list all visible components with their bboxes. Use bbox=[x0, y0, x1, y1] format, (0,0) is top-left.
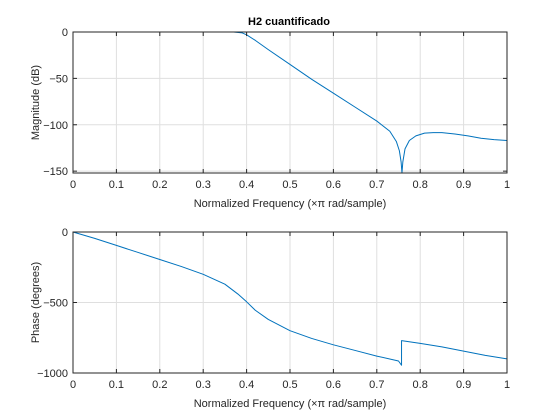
phase-axes: 0 0.1 0.2 0.3 0.4 0.5 0.6 0.7 0.8 0.9 1 0 −500 −1000 N… bbox=[30, 227, 510, 410]
magnitude-x-tick-label: 0.1 bbox=[109, 179, 124, 191]
magnitude-x-tick-label: 0.6 bbox=[326, 179, 341, 191]
magnitude-x-tick-label: 0.2 bbox=[152, 179, 167, 191]
phase-x-tick-label: 1 bbox=[504, 379, 510, 391]
phase-x-tick-label: 0.7 bbox=[369, 379, 384, 391]
phase-x-tick-label: 0.5 bbox=[282, 379, 297, 391]
magnitude-x-tick-label: 1 bbox=[504, 179, 510, 191]
phase-y-tick-label: −500 bbox=[43, 298, 68, 310]
magnitude-x-tick-label: 0.8 bbox=[413, 179, 428, 191]
phase-x-tick-label: 0.2 bbox=[152, 379, 167, 391]
magnitude-y-tick-label: 0 bbox=[62, 27, 68, 39]
phase-y-tick-label: 0 bbox=[62, 227, 68, 239]
magnitude-x-axis-label: Normalized Frequency (×π rad/sample) bbox=[194, 198, 387, 210]
magnitude-y-tick-label: −100 bbox=[43, 120, 68, 132]
phase-x-tick-label: 0 bbox=[70, 379, 76, 391]
phase-x-axis-label: Normalized Frequency (×π rad/sample) bbox=[194, 398, 387, 410]
magnitude-x-tick-label: 0.4 bbox=[239, 179, 254, 191]
magnitude-x-tick-label: 0.7 bbox=[369, 179, 384, 191]
phase-x-tick-label: 0.3 bbox=[196, 379, 211, 391]
magnitude-x-tick-label: 0 bbox=[70, 179, 76, 191]
phase-x-tick-label: 0.1 bbox=[109, 379, 124, 391]
phase-y-axis-label: Phase (degrees) bbox=[30, 262, 42, 343]
magnitude-response-line bbox=[73, 31, 508, 174]
magnitude-y-tick-label: −50 bbox=[49, 73, 68, 85]
phase-x-tick-label: 0.6 bbox=[326, 379, 341, 391]
magnitude-axes: 0 0.1 0.2 0.3 0.4 0.5 0.6 0.7 0.8 0.9 1 0 −50 −100 −15… bbox=[30, 27, 510, 210]
phase-y-tick-label: −1000 bbox=[37, 368, 68, 380]
magnitude-x-tick-label: 0.9 bbox=[456, 179, 471, 191]
magnitude-y-tick-label: −150 bbox=[43, 166, 68, 178]
magnitude-title: H2 cuantificado bbox=[248, 16, 330, 28]
magnitude-y-axis-label: Magnitude (dB) bbox=[30, 65, 42, 140]
phase-response-line bbox=[72, 231, 508, 366]
magnitude-x-tick-label: 0.5 bbox=[282, 179, 297, 191]
phase-x-tick-label: 0.9 bbox=[456, 379, 471, 391]
magnitude-x-tick-label: 0.3 bbox=[196, 179, 211, 191]
phase-x-tick-label: 0.8 bbox=[413, 379, 428, 391]
phase-x-tick-label: 0.4 bbox=[239, 379, 254, 391]
